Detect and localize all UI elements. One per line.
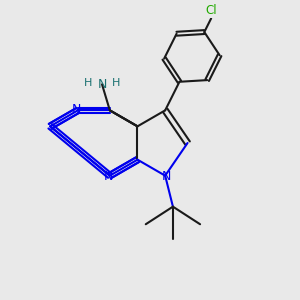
Text: N: N [72,103,81,116]
Text: H: H [112,78,120,88]
Text: H: H [84,78,92,88]
Text: Cl: Cl [205,4,217,17]
Text: N: N [162,170,171,183]
Text: N: N [97,78,107,91]
Text: N: N [104,170,113,183]
